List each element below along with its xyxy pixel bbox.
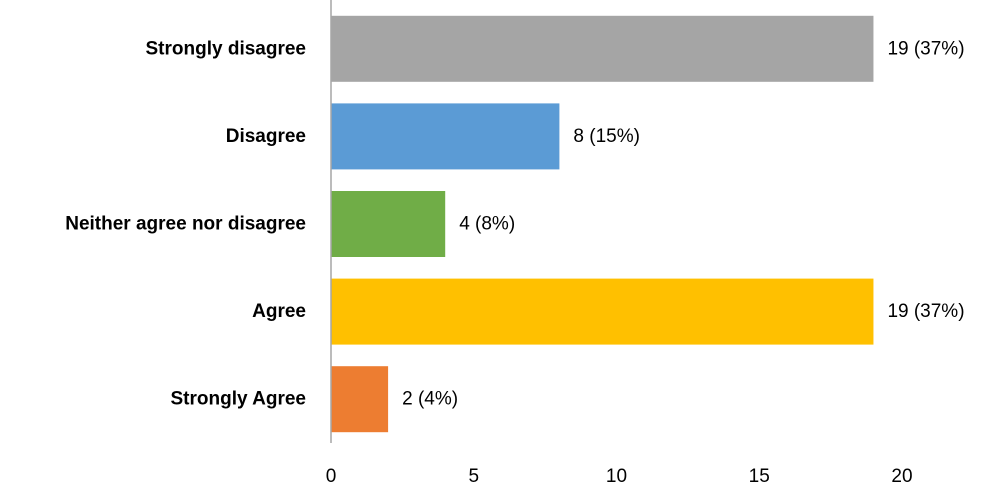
x-axis-ticks: 0 5 10 15 20 — [326, 466, 913, 487]
x-tick-label: 20 — [891, 466, 912, 487]
bars-layer — [331, 15, 874, 433]
bar-1 — [331, 103, 560, 170]
bar-2 — [331, 191, 446, 257]
data-label: 19 (37%) — [887, 301, 964, 322]
bar-4 — [331, 366, 389, 433]
bar-3 — [331, 278, 874, 345]
data-label: 2 (4%) — [402, 389, 458, 410]
labels-layer: Strongly disagree 19 (37%) Disagree 8 (15%)… — [65, 38, 964, 409]
category-label: Neither agree nor disagree — [65, 214, 306, 235]
x-tick-label: 10 — [606, 466, 627, 487]
x-tick-label: 5 — [468, 466, 479, 487]
x-tick-label: 15 — [749, 466, 770, 487]
data-label: 8 (15%) — [573, 126, 640, 147]
category-label: Strongly disagree — [146, 38, 307, 59]
category-label: Strongly Agree — [171, 389, 307, 410]
x-tick-label: 0 — [326, 466, 337, 487]
data-label: 19 (37%) — [887, 38, 964, 59]
data-label: 4 (8%) — [459, 214, 515, 235]
bar-0 — [331, 15, 874, 82]
category-label: Disagree — [226, 126, 306, 147]
category-label: Agree — [252, 301, 306, 322]
